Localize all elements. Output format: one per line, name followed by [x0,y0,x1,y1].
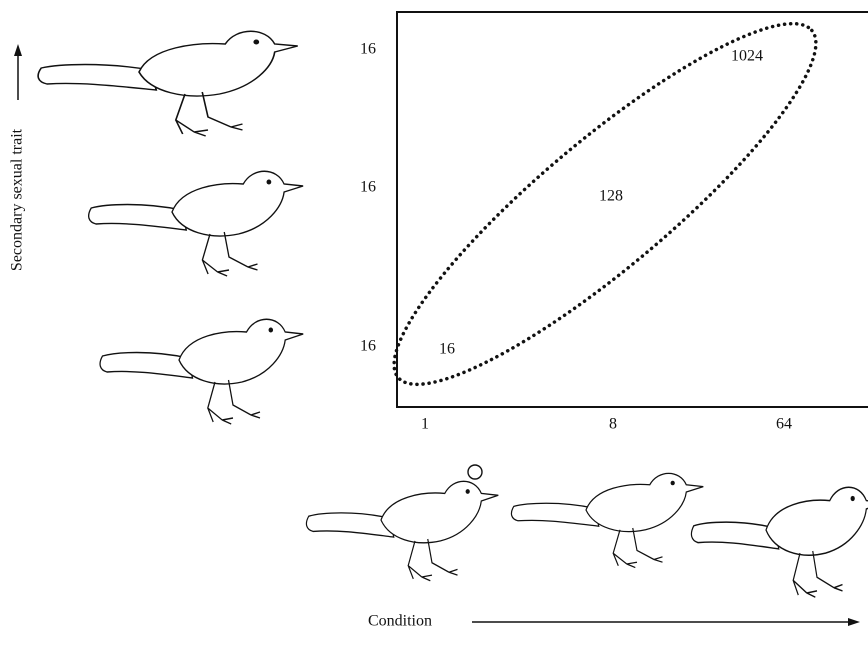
bird-poor-condition [306,481,498,581]
bird-medium-tail [89,171,303,276]
row-label: 16 [360,338,376,355]
row-label: 16 [360,41,376,58]
column-label: 64 [776,416,792,433]
dotted-ellipse [357,0,853,427]
ellipse-label: 1024 [731,48,763,65]
bird-long-tail [38,31,298,136]
hat-pompom [468,465,482,479]
row-label: 16 [360,179,376,196]
y-axis-arrowhead [14,44,22,56]
bird-short-tail [100,319,303,424]
bird-good-condition [691,487,868,597]
x-axis-arrowhead [848,618,860,626]
x-axis-label: Condition [368,613,432,630]
y-axis-label: Secondary sexual trait [9,128,26,271]
ellipse-label: 128 [599,188,623,205]
diagram: Secondary sexual trait 16 16 16 16 128 1… [0,0,868,657]
ellipse-label: 16 [439,341,455,358]
plot-frame [397,12,868,407]
column-label: 1 [421,416,429,433]
column-label: 8 [609,416,617,433]
bird-medium-condition [511,473,703,567]
